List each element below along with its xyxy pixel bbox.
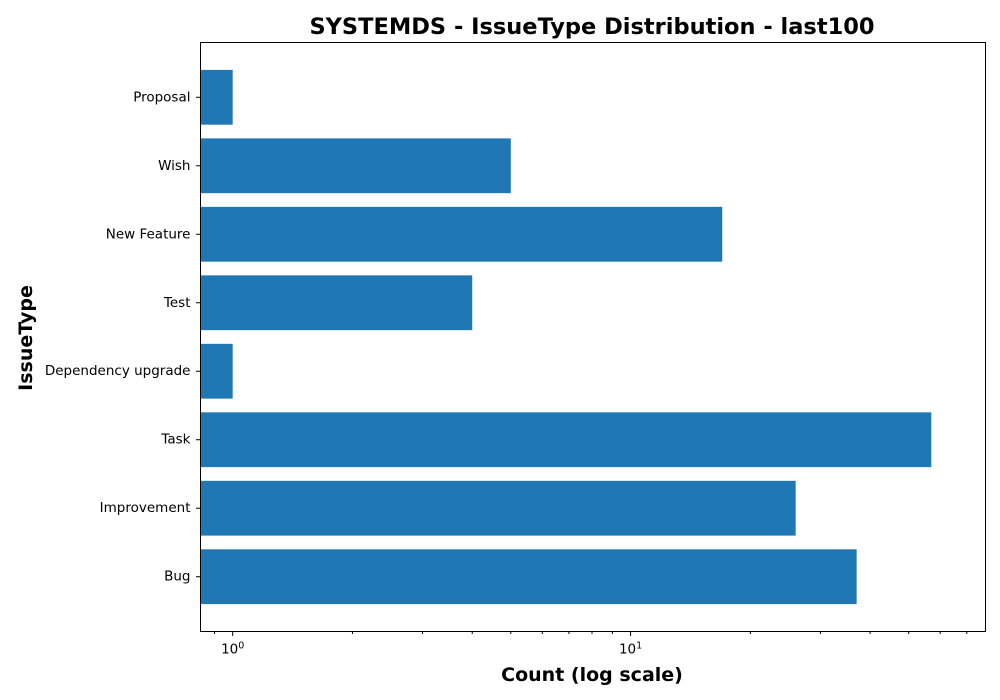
bar-new-feature	[200, 206, 723, 262]
chart-title: SYSTEMDS - IssueType Distribution - last…	[309, 14, 874, 40]
bar-wish	[200, 138, 511, 194]
bar-bug	[200, 549, 857, 605]
y-tick-label: Improvement	[100, 500, 191, 516]
y-tick-label: Dependency upgrade	[45, 363, 191, 379]
y-tick-label: Proposal	[133, 89, 190, 105]
x-tick-label: 101	[619, 640, 642, 658]
bar-proposal	[200, 69, 233, 125]
y-tick-label: Bug	[164, 569, 190, 585]
bar-task	[200, 412, 932, 468]
y-axis-ticks: Bug Improvement Task Dependency upgrade Test…	[45, 89, 201, 585]
y-tick-label: Task	[160, 432, 190, 448]
y-axis-label: IssueType	[15, 285, 37, 391]
bar-dependency-upgrade	[200, 343, 233, 399]
x-axis-label: Count (log scale)	[501, 664, 683, 686]
x-axis-ticks: 100 101	[213, 631, 968, 658]
y-tick-label: New Feature	[106, 226, 191, 242]
x-tick-label: 100	[221, 640, 244, 658]
bar-improvement	[200, 480, 796, 536]
y-tick-label: Test	[163, 295, 191, 311]
plot-frame	[200, 42, 986, 632]
bars-group	[200, 69, 932, 605]
y-tick-label: Wish	[158, 158, 190, 174]
bar-test	[200, 275, 473, 331]
